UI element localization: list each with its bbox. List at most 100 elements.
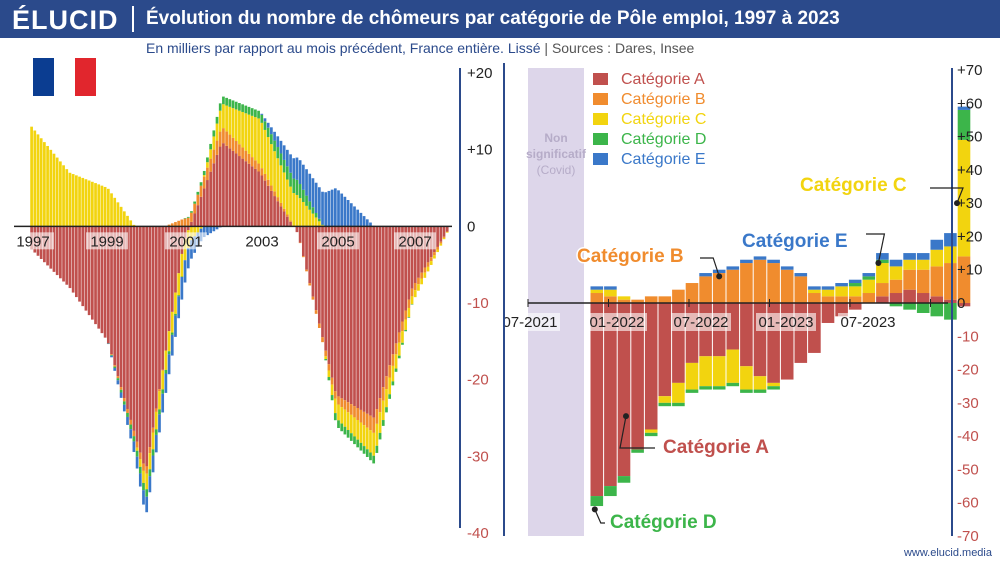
- left-bar-94-seg-1: [330, 377, 334, 385]
- left-bar-31-seg-1: [129, 419, 133, 425]
- left-bar-91-seg-4: [321, 191, 324, 225]
- legend-label: Catégorie A: [621, 71, 705, 88]
- subtitle-separator: |: [540, 40, 552, 56]
- left-bar-89-seg-4: [314, 182, 318, 213]
- left-bar-103-seg-0: [359, 226, 363, 410]
- left-bar-121-seg-2: [417, 284, 420, 291]
- left-bar-41-seg-1: [161, 369, 165, 371]
- left-bar-52-seg-1: [196, 194, 200, 206]
- right-bar-18-seg-0: [835, 303, 848, 317]
- left-bar-81-seg-0: [289, 221, 292, 227]
- left-bar-18-seg-0: [87, 226, 91, 316]
- left-bar-96-seg-3: [337, 420, 340, 429]
- right-bar-14-seg-1: [780, 269, 794, 303]
- left-bar-41-seg-4: [161, 393, 165, 413]
- right-bar-24-seg-1: [916, 269, 930, 294]
- left-bar-47-seg-4: [180, 276, 184, 300]
- left-bar-49-seg-0: [186, 226, 190, 231]
- left-bar-126-seg-1: [433, 252, 436, 256]
- left-bar-125-seg-2: [429, 261, 433, 265]
- left-bar-105-seg-0: [365, 226, 369, 414]
- right-chart: Non significatif (Covid) 07-2021 01-2022 07-2…: [500, 62, 982, 545]
- left-bar-76-seg-2: [273, 151, 276, 192]
- left-bar-107-seg-0: [372, 226, 376, 418]
- annotation-leader: [594, 509, 605, 524]
- left-bar-93-seg-4: [327, 190, 331, 227]
- page-title: Évolution du nombre de chômeurs par caté…: [146, 8, 840, 29]
- right-y-tick-label: +70: [957, 62, 982, 79]
- right-bar-12-seg-1: [753, 259, 767, 303]
- left-bar-110-seg-3: [381, 420, 385, 426]
- annotation-leader: [700, 257, 720, 277]
- left-bar-20-seg-2: [94, 183, 97, 227]
- left-bar-28-seg-0: [119, 226, 123, 388]
- left-bar-68-seg-3: [247, 106, 251, 115]
- left-bar-64-seg-3: [234, 101, 238, 110]
- left-bar-83-seg-3: [295, 179, 299, 195]
- left-bar-100-seg-1: [349, 404, 353, 415]
- left-bar-33-seg-2: [135, 447, 139, 451]
- left-bar-117-seg-3: [404, 329, 408, 332]
- left-bar-57-seg-0: [212, 163, 216, 227]
- left-bar-15-seg-0: [78, 226, 81, 302]
- left-bar-12-seg-2: [68, 172, 72, 227]
- left-bar-35-seg-1: [142, 463, 145, 471]
- right-bar-1-seg-3: [604, 486, 617, 497]
- left-bar-102-seg-0: [356, 226, 360, 408]
- left-bar-117-seg-2: [404, 319, 408, 330]
- france-flag-icon: [33, 58, 96, 96]
- right-bar-11-seg-0: [740, 303, 753, 367]
- left-bar-49-seg-4: [186, 247, 190, 269]
- left-bar-35-seg-2: [142, 470, 145, 483]
- left-bar-117-seg-0: [404, 226, 408, 311]
- left-bar-86-seg-2: [305, 205, 308, 227]
- left-bar-108-seg-3: [375, 445, 379, 453]
- left-bar-25-seg-3: [110, 355, 113, 356]
- left-bar-119-seg-3: [410, 304, 414, 305]
- left-bar-128-seg-0: [439, 226, 443, 242]
- right-bar-6-seg-3: [672, 402, 685, 407]
- left-bar-46-seg-2: [177, 273, 181, 296]
- right-bar-4-seg-0: [644, 303, 658, 430]
- left-bar-54-seg-3: [202, 170, 206, 176]
- legend-label: Catégorie C: [621, 111, 706, 128]
- left-bar-61-seg-2: [225, 105, 228, 132]
- left-bar-34-seg-3: [138, 466, 142, 474]
- left-bar-72-seg-1: [260, 168, 264, 176]
- left-bar-108-seg-0: [375, 226, 379, 410]
- left-bar-104-seg-3: [362, 446, 366, 454]
- covid-band-label: (Covid): [537, 163, 576, 177]
- right-bar-5-seg-0: [658, 303, 672, 397]
- left-y-tick-label: +10: [467, 142, 492, 159]
- left-bar-85-seg-2: [301, 201, 305, 227]
- left-bar-72-seg-4: [260, 113, 264, 115]
- left-bar-71-seg-0: [257, 171, 260, 227]
- left-bar-106-seg-1: [369, 415, 372, 431]
- right-bar-4-seg-1: [644, 296, 658, 303]
- left-bar-123-seg-2: [423, 272, 427, 278]
- left-bar-62-seg-0: [228, 148, 232, 227]
- left-bar-61-seg-3: [225, 97, 228, 106]
- left-bar-99-seg-0: [346, 226, 350, 403]
- left-bar-0-seg-2: [30, 126, 33, 227]
- left-bar-75-seg-3: [270, 134, 273, 145]
- left-bar-87-seg-0: [308, 226, 312, 284]
- right-bar-11-seg-2: [740, 366, 753, 390]
- left-bar-75-seg-2: [270, 144, 273, 186]
- left-bar-19-seg-2: [90, 181, 94, 227]
- right-bar-19-seg-4: [848, 279, 862, 284]
- left-bar-11-seg-2: [65, 169, 69, 227]
- left-bar-59-seg-1: [218, 131, 222, 147]
- right-x-tick-label: 07-2023: [840, 314, 895, 331]
- left-bar-112-seg-2: [388, 377, 392, 395]
- left-bar-92-seg-4: [324, 192, 328, 227]
- left-bar-33-seg-3: [135, 450, 139, 457]
- left-bar-99-seg-3: [346, 429, 350, 438]
- left-bar-98-seg-0: [343, 226, 347, 401]
- left-bar-48-seg-3: [183, 218, 187, 219]
- legend-label: Catégorie D: [621, 131, 706, 148]
- right-bar-26-seg-1: [944, 263, 957, 300]
- left-bar-100-seg-0: [349, 226, 353, 405]
- left-bar-102-seg-1: [356, 407, 360, 420]
- left-bar-96-seg-1: [337, 396, 340, 405]
